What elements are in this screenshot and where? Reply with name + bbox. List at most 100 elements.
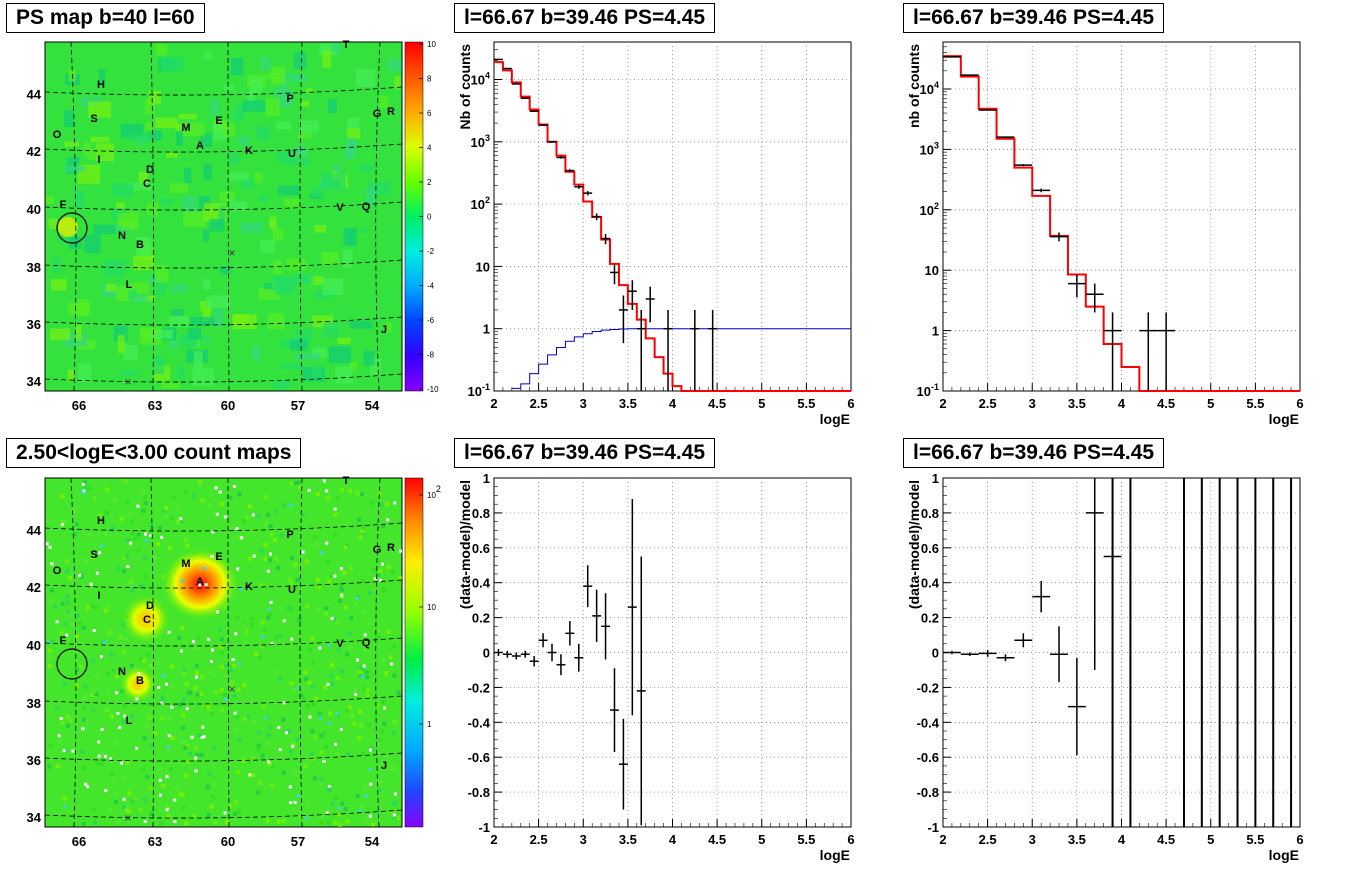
count-map-pixel xyxy=(48,744,53,748)
ps-map-patch xyxy=(146,202,159,216)
count-map-pixel xyxy=(360,579,365,584)
count-map-pixel xyxy=(372,568,377,572)
count-map-pixel xyxy=(242,716,247,721)
count-map-pixel xyxy=(256,730,261,735)
ps-map-patch xyxy=(63,165,86,172)
count-map-pixel xyxy=(61,520,66,525)
count-map-pixel xyxy=(158,766,163,771)
count-map-pixel xyxy=(248,504,253,509)
ps-map-patch xyxy=(237,135,249,146)
spectrum-left-chart: 2 2.5 3 3.5 4 4.5 5 5.5 6 10-1 1 10 102 103 104 logE Nb … xyxy=(457,41,855,427)
ps-map-patch xyxy=(369,358,382,376)
y-tick-label: 102 xyxy=(920,201,939,218)
count-map-pixel xyxy=(282,503,287,508)
count-map-pixel xyxy=(303,670,308,675)
count-map-pixel xyxy=(197,733,202,738)
count-map-pixel xyxy=(269,783,274,788)
count-map-pixel xyxy=(242,518,247,523)
count-map-pixel xyxy=(370,501,375,506)
x-tick-label: 3.5 xyxy=(1068,832,1086,847)
ps-map-patch xyxy=(171,309,184,316)
residual-right-title: l=66.67 b=39.46 PS=4.45 xyxy=(903,438,1165,468)
count-map-pixel xyxy=(94,692,99,696)
y-tick-label: -1 xyxy=(927,820,939,835)
ps-map-patch xyxy=(220,266,231,275)
count-map-dot xyxy=(269,600,273,604)
ps-map-patch xyxy=(204,51,212,60)
ps-map-patch xyxy=(83,142,91,156)
count-map-pixel xyxy=(236,770,240,774)
ps-map-patch xyxy=(273,379,291,390)
y-tick-label: 1 xyxy=(483,471,490,486)
count-map-pixel xyxy=(72,532,77,537)
ps-map-patch xyxy=(117,335,125,354)
count-map-pixel xyxy=(104,708,109,712)
count-map-pixel xyxy=(74,634,79,639)
ps-map-patch xyxy=(258,287,280,300)
count-map-pixel xyxy=(180,626,185,631)
ps-map-patch xyxy=(138,137,146,147)
ps-map-patch xyxy=(128,134,152,141)
ps-map-patch xyxy=(328,99,337,114)
source-label: M xyxy=(181,122,190,134)
count-map-dot xyxy=(59,717,63,720)
count-map-pixel xyxy=(122,704,127,708)
y-tick-label: -0.2 xyxy=(917,680,939,695)
map-parallel xyxy=(44,316,403,326)
count-map-pixel xyxy=(181,740,186,745)
map-x-tick-label: 57 xyxy=(291,834,305,849)
count-map-pixel xyxy=(110,714,114,719)
count-map-pixel xyxy=(233,812,238,816)
count-map-pixel xyxy=(267,612,272,617)
count-map-dot xyxy=(251,513,255,517)
x-tick-label: 2 xyxy=(939,396,946,411)
count-map-pixel xyxy=(83,558,88,563)
count-map-dot xyxy=(252,554,256,558)
count-map-pixel xyxy=(65,568,70,573)
y-axis-title: (data-model)/model xyxy=(457,480,473,609)
count-map-pixel xyxy=(241,623,246,628)
count-map-pixel xyxy=(91,658,96,663)
residual-left-title: l=66.67 b=39.46 PS=4.45 xyxy=(454,438,716,468)
count-map-dot xyxy=(92,629,96,632)
ps-map-patch xyxy=(155,282,166,295)
count-map-dot xyxy=(50,562,54,566)
count-map-pixel xyxy=(335,496,340,501)
map-parallel xyxy=(44,809,403,819)
count-map-dot xyxy=(355,597,359,600)
count-map-pixel xyxy=(50,588,54,593)
count-map-dot xyxy=(356,658,359,662)
count-map-pixel xyxy=(80,750,85,754)
count-map-pixel xyxy=(338,599,343,604)
count-map-pixel xyxy=(83,685,88,689)
count-map-dot xyxy=(322,479,326,483)
count-map-pixel xyxy=(293,481,298,485)
map-x-tick-label: 60 xyxy=(221,398,235,413)
map-y-tick-label: 36 xyxy=(27,753,41,768)
count-map-dot xyxy=(200,735,204,739)
count-map-pixel xyxy=(83,486,88,491)
ps-map-patch xyxy=(115,286,132,302)
x-tick-label: 2 xyxy=(490,832,497,847)
count-map-pixel xyxy=(263,542,268,547)
count-map-pixel xyxy=(119,516,124,521)
count-map-pixel xyxy=(45,678,50,682)
count-map-pixel xyxy=(130,714,135,719)
source-label: S xyxy=(90,549,97,561)
x-tick-label: 5.5 xyxy=(1246,832,1264,847)
count-map-pixel xyxy=(333,532,337,537)
ps-map-patch xyxy=(51,279,67,291)
ps-map-patch xyxy=(254,172,263,184)
y-axis-title: Nb of counts xyxy=(457,44,473,130)
count-map-pixel xyxy=(332,617,337,622)
colorbar-tick-label: -2 xyxy=(427,247,435,256)
count-map-pixel xyxy=(324,611,329,616)
count-map-pixel xyxy=(136,547,141,552)
ps-map-patch xyxy=(335,366,353,384)
count-map-dot xyxy=(47,641,51,645)
count-map-pixel xyxy=(292,770,297,774)
ps-map-patch xyxy=(284,198,300,210)
count-map-pixel xyxy=(92,689,97,694)
count-map-pixel xyxy=(324,606,329,611)
count-map-pixel xyxy=(311,661,316,665)
